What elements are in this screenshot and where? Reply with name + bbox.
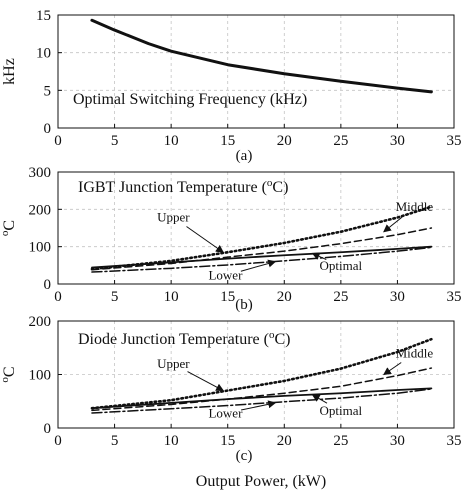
annotation-arrow bbox=[311, 252, 327, 261]
panel-title: Diode Junction Temperature (oC) bbox=[78, 329, 290, 348]
annotation-middle: Middle bbox=[396, 345, 434, 360]
x-tick-label: 35 bbox=[447, 289, 462, 305]
y-tick-label: 0 bbox=[44, 421, 52, 437]
x-axis-label: Output Power, (kW) bbox=[196, 473, 326, 490]
annotation-arrow bbox=[383, 216, 403, 233]
chart-panel-1: 0 5 10 15 20 25 30 35 0 5 10 15 kHz Optimal Switching… bbox=[1, 8, 462, 164]
x-tick-label: 10 bbox=[164, 433, 179, 449]
y-axis-label: kHz bbox=[1, 58, 18, 85]
annotation-arrow bbox=[186, 226, 225, 253]
y-axis-label: oC bbox=[0, 366, 18, 382]
plot-frame bbox=[57, 171, 455, 285]
series-line-frequency bbox=[90, 18, 433, 94]
panel-label: (a) bbox=[236, 148, 253, 164]
chart-panel-2: 0 5 10 15 20 25 30 35 0 100 200 300 oC IGBT Junction … bbox=[0, 165, 462, 313]
x-tick-label: 25 bbox=[333, 289, 348, 305]
series-line-optimal bbox=[91, 387, 433, 410]
y-tick-label: 10 bbox=[36, 46, 51, 62]
annotation-upper: Upper bbox=[157, 209, 190, 224]
panel-title: Optimal Switching Frequency (kHz) bbox=[73, 91, 307, 108]
x-tick-label: 35 bbox=[447, 433, 462, 449]
series-line-optimal bbox=[91, 245, 433, 269]
x-tick-label: 10 bbox=[164, 133, 179, 149]
series-line-lower bbox=[91, 246, 433, 273]
annotation-arrow bbox=[383, 362, 402, 376]
x-tick-label: 20 bbox=[277, 433, 292, 449]
panel-title: IGBT Junction Temperature (oC) bbox=[78, 177, 288, 196]
annotation-arrow bbox=[241, 400, 277, 411]
x-tick-label: 20 bbox=[277, 133, 292, 149]
series-line-middle bbox=[91, 367, 433, 412]
panel-label: (c) bbox=[236, 448, 253, 464]
x-tick-label: 15 bbox=[220, 433, 235, 449]
x-tick-label: 30 bbox=[390, 289, 405, 305]
y-tick-label: 5 bbox=[44, 83, 52, 99]
annotation-optimal: Optimal bbox=[320, 258, 363, 273]
x-tick-label: 25 bbox=[333, 133, 348, 149]
series-line-middle bbox=[91, 227, 433, 271]
x-tick-label: 25 bbox=[333, 433, 348, 449]
x-tick-label: 30 bbox=[390, 133, 405, 149]
x-tick-label: 0 bbox=[54, 133, 62, 149]
x-tick-label: 15 bbox=[220, 289, 235, 305]
annotation-upper: Upper bbox=[157, 356, 190, 371]
annotation-middle: Middle bbox=[396, 199, 434, 214]
annotation-arrow bbox=[311, 394, 328, 404]
y-tick-label: 100 bbox=[29, 368, 52, 384]
y-tick-label: 200 bbox=[29, 314, 52, 330]
series-line-lower bbox=[91, 388, 433, 414]
plot-frame bbox=[57, 14, 455, 129]
annotation-arrow bbox=[240, 259, 277, 272]
x-tick-label: 0 bbox=[54, 289, 62, 305]
y-tick-label: 200 bbox=[29, 202, 52, 218]
x-tick-label: 5 bbox=[111, 133, 119, 149]
panel-label: (b) bbox=[235, 297, 253, 313]
y-axis-label: oC bbox=[0, 220, 18, 236]
x-tick-label: 5 bbox=[111, 433, 119, 449]
annotation-arrow bbox=[187, 371, 225, 392]
x-tick-label: 15 bbox=[220, 133, 235, 149]
annotation-optimal: Optimal bbox=[320, 403, 363, 418]
y-tick-label: 0 bbox=[44, 277, 52, 293]
y-tick-label: 15 bbox=[36, 8, 51, 24]
annotation-lower: Lower bbox=[208, 405, 243, 420]
y-tick-label: 100 bbox=[29, 240, 52, 256]
x-tick-label: 20 bbox=[277, 289, 292, 305]
x-tick-label: 10 bbox=[164, 289, 179, 305]
y-tick-label: 300 bbox=[29, 165, 52, 181]
x-tick-label: 30 bbox=[390, 433, 405, 449]
x-tick-label: 0 bbox=[54, 433, 62, 449]
series-line-upper bbox=[90, 337, 433, 410]
series-line-upper bbox=[90, 205, 433, 271]
x-tick-label: 35 bbox=[447, 133, 462, 149]
annotation-lower: Lower bbox=[208, 268, 243, 283]
chart-panel-3: 0 5 10 15 20 25 30 35 0 100 200 oC Diode Junction Te… bbox=[0, 314, 462, 464]
y-tick-label: 0 bbox=[44, 121, 52, 137]
x-tick-label: 5 bbox=[111, 289, 119, 305]
